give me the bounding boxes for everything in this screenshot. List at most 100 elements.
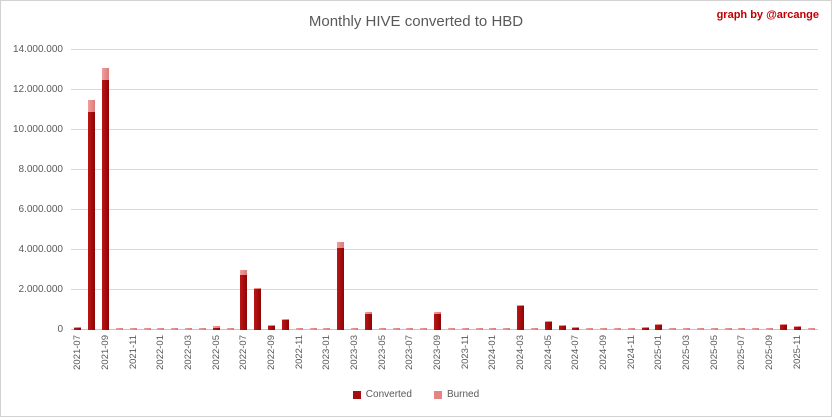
bar-burned-2023-02 bbox=[337, 242, 345, 249]
bar-burned-2024-03 bbox=[517, 304, 525, 306]
bar-burned-2023-09 bbox=[434, 312, 442, 314]
x-axis-tick-label: 2023-05 bbox=[376, 335, 388, 370]
x-axis-tick-label: 2023-01 bbox=[321, 335, 333, 370]
bar-burned-2025-12 bbox=[807, 328, 815, 330]
bar-burned-2022-09 bbox=[268, 325, 276, 326]
x-axis-tick-label: 2021-09 bbox=[100, 335, 112, 370]
bar-burned-2021-07 bbox=[74, 327, 82, 328]
bar-burned-2024-09 bbox=[600, 328, 608, 330]
x-axis-tick-label: 2025-03 bbox=[681, 335, 693, 370]
x-axis-tick-label: 2025-01 bbox=[653, 335, 665, 370]
bar-converted-2025-10 bbox=[779, 325, 787, 330]
x-axis-tick-label: 2023-03 bbox=[349, 335, 361, 370]
bar-burned-2022-07 bbox=[240, 270, 248, 275]
legend-item-burned: Burned bbox=[433, 389, 480, 400]
x-axis-tick-label: 2022-07 bbox=[238, 335, 250, 370]
bar-burned-2022-08 bbox=[254, 287, 262, 290]
chart-credit: graph by @arcange bbox=[716, 9, 819, 21]
bar-burned-2021-11 bbox=[129, 328, 137, 330]
bar-converted-2024-03 bbox=[517, 306, 525, 330]
bar-converted-2021-08 bbox=[88, 112, 96, 330]
x-axis-tick-label: 2022-01 bbox=[155, 335, 167, 370]
bar-burned-2024-04 bbox=[530, 328, 538, 330]
bar-burned-2025-02 bbox=[669, 328, 677, 330]
bar-converted-2023-02 bbox=[337, 248, 345, 330]
x-axis-tick-label: 2023-11 bbox=[459, 335, 471, 370]
bar-burned-2024-05 bbox=[544, 320, 552, 322]
legend-label-burned: Burned bbox=[446, 389, 480, 400]
bar-burned-2023-05 bbox=[378, 328, 386, 330]
y-axis-tick-label: 14.000.000 bbox=[12, 44, 63, 55]
y-axis-tick-label: 12.000.000 bbox=[12, 84, 63, 95]
bar-burned-2021-08 bbox=[88, 100, 96, 112]
bar-burned-2022-10 bbox=[281, 319, 289, 320]
bar-burned-2023-08 bbox=[420, 328, 428, 330]
bar-converted-2022-05 bbox=[212, 327, 220, 330]
chart-legend: Converted Burned bbox=[1, 389, 831, 400]
bar-burned-2024-06 bbox=[558, 324, 566, 326]
bar-converted-2022-10 bbox=[281, 320, 289, 330]
bar-burned-2024-11 bbox=[627, 328, 635, 330]
bar-burned-2023-01 bbox=[323, 328, 331, 330]
bar-burned-2023-03 bbox=[351, 328, 359, 330]
x-axis-tick-label: 2021-07 bbox=[72, 335, 84, 370]
y-axis-tick-label: 0 bbox=[57, 324, 63, 335]
y-axis-tick-label: 10.000.000 bbox=[12, 124, 63, 135]
x-axis-tick-label: 2024-01 bbox=[487, 335, 499, 370]
bar-converted-2024-07 bbox=[572, 327, 580, 330]
bar-burned-2022-04 bbox=[198, 328, 206, 330]
x-axis-tick-label: 2025-09 bbox=[764, 335, 776, 370]
bar-burned-2024-08 bbox=[586, 328, 594, 330]
bar-converted-2022-08 bbox=[254, 289, 262, 330]
bar-burned-2022-12 bbox=[309, 328, 317, 330]
x-axis-tick-label: 2024-11 bbox=[625, 335, 637, 370]
y-axis-tick-label: 6.000.000 bbox=[18, 204, 64, 215]
bar-converted-2022-09 bbox=[268, 326, 276, 330]
x-axis-line bbox=[71, 329, 818, 330]
legend-label-converted: Converted bbox=[365, 389, 412, 400]
bar-burned-2021-09 bbox=[102, 68, 110, 81]
x-axis-tick-label: 2024-09 bbox=[598, 335, 610, 370]
bar-burned-2025-07 bbox=[738, 328, 746, 330]
bar-converted-2025-01 bbox=[655, 325, 663, 330]
gridline bbox=[71, 169, 818, 170]
legend-item-converted: Converted bbox=[352, 389, 412, 400]
chart-title: Monthly HIVE converted to HBD bbox=[308, 13, 524, 30]
gridline bbox=[71, 89, 818, 90]
bar-burned-2025-10 bbox=[779, 324, 787, 325]
bar-burned-2022-05 bbox=[212, 326, 220, 328]
bar-burned-2024-01 bbox=[489, 328, 497, 330]
y-axis-tick-label: 2.000.000 bbox=[18, 284, 64, 295]
x-axis-tick-label: 2022-11 bbox=[293, 335, 305, 370]
bar-burned-2025-05 bbox=[710, 328, 718, 330]
bar-burned-2025-04 bbox=[696, 328, 704, 330]
bar-burned-2022-02 bbox=[171, 328, 179, 330]
legend-swatch-burned-icon bbox=[433, 390, 442, 399]
gridline bbox=[71, 249, 818, 250]
bar-burned-2025-01 bbox=[655, 324, 663, 325]
x-axis-tick-label: 2025-05 bbox=[708, 335, 720, 370]
gridline bbox=[71, 209, 818, 210]
bar-converted-2023-04 bbox=[364, 313, 372, 330]
x-axis-tick-label: 2023-07 bbox=[404, 335, 416, 370]
gridline bbox=[71, 129, 818, 130]
bar-converted-2024-06 bbox=[558, 325, 566, 330]
bar-converted-2021-09 bbox=[102, 80, 110, 330]
bar-converted-2022-07 bbox=[240, 274, 248, 330]
bar-burned-2025-03 bbox=[683, 328, 691, 330]
bar-converted-2023-09 bbox=[434, 313, 442, 330]
bar-burned-2023-04 bbox=[364, 312, 372, 314]
bar-burned-2022-06 bbox=[226, 328, 234, 330]
x-axis-tick-label: 2022-05 bbox=[210, 335, 222, 370]
x-axis-tick-label: 2024-03 bbox=[515, 335, 527, 370]
bar-burned-2023-12 bbox=[475, 328, 483, 330]
bar-burned-2024-10 bbox=[613, 328, 621, 330]
bar-converted-2024-05 bbox=[544, 322, 552, 330]
y-axis-tick-label: 4.000.000 bbox=[18, 244, 64, 255]
x-axis-tick-label: 2022-09 bbox=[266, 335, 278, 370]
x-axis-tick-label: 2025-07 bbox=[736, 335, 748, 370]
gridline bbox=[71, 289, 818, 290]
x-axis-tick-label: 2023-09 bbox=[432, 335, 444, 370]
x-axis-tick-label: 2024-07 bbox=[570, 335, 582, 370]
